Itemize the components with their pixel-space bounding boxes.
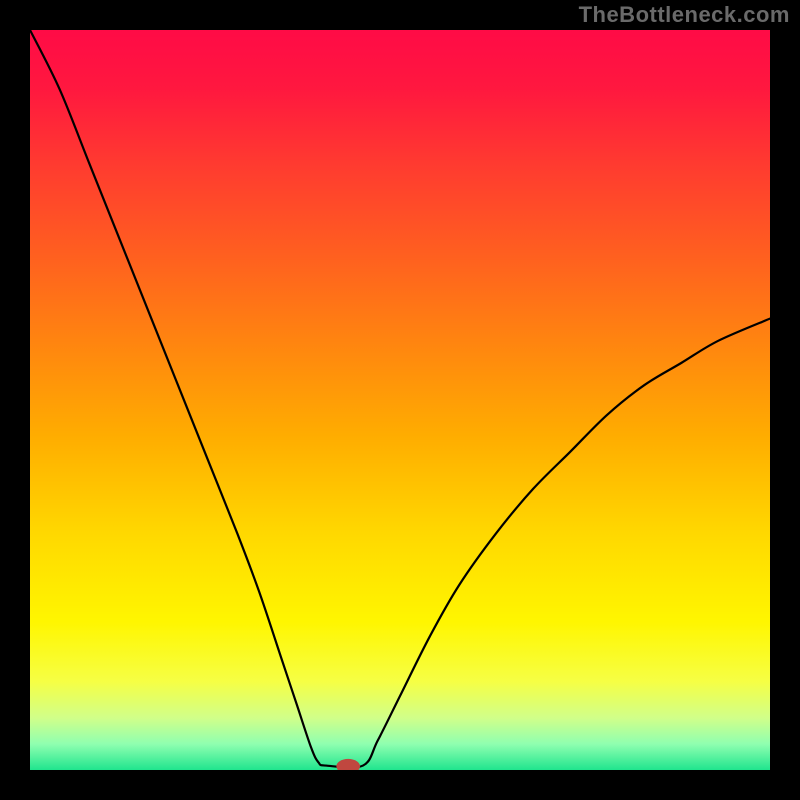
valley-marker: [336, 759, 360, 770]
watermark-label: TheBottleneck.com: [579, 2, 790, 28]
frame-left: [0, 0, 30, 800]
chart-svg: [30, 30, 770, 770]
bottleneck-curve: [30, 30, 770, 768]
plot-area: [30, 30, 770, 770]
stage: TheBottleneck.com: [0, 0, 800, 800]
frame-bottom: [0, 770, 800, 800]
frame-right: [770, 0, 800, 800]
